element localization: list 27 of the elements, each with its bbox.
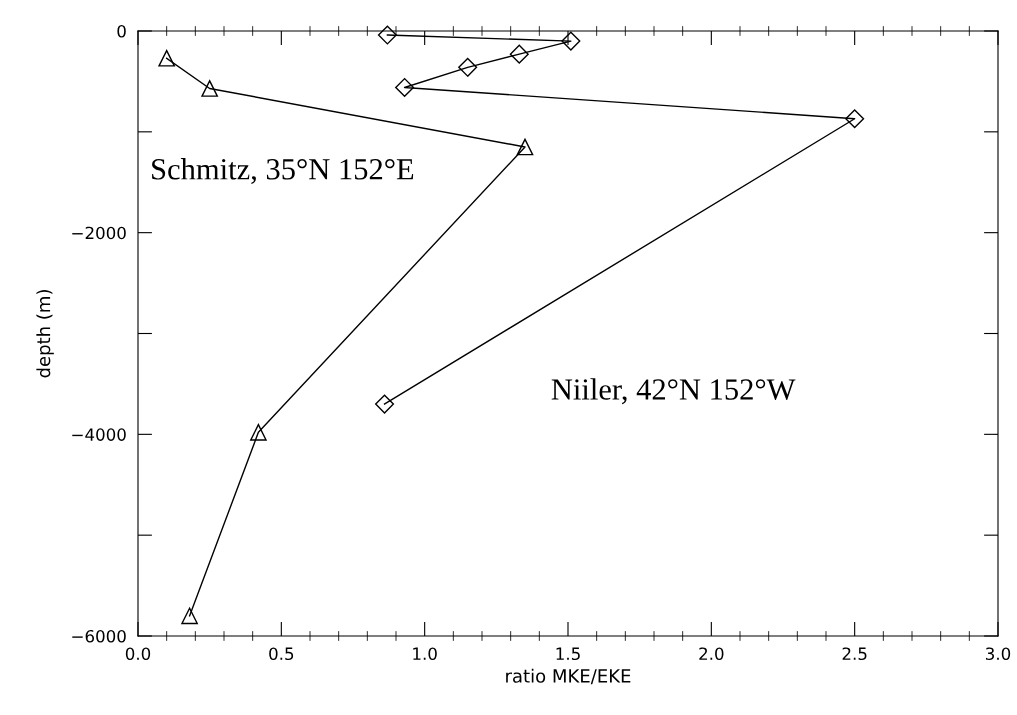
x-axis-title: ratio MKE/EKE — [506, 668, 631, 685]
text: Niiler, 42°N 152°W — [551, 378, 796, 405]
point — [845, 109, 865, 129]
series-label: Schmitz, 35°N 152°E — [152, 158, 414, 185]
y-axis-title: depth (m) — [36, 290, 54, 378]
x-tick-label: 0.5 — [269, 647, 294, 661]
point — [250, 423, 267, 441]
point — [181, 607, 198, 625]
x-tick-label: 2.0 — [699, 647, 724, 661]
y-tick-label: −4000 — [72, 428, 126, 441]
x-tick-label: 0.0 — [125, 647, 151, 661]
point — [509, 44, 529, 64]
point — [395, 77, 415, 98]
point — [374, 394, 395, 414]
x-tick-label: 3.0 — [986, 647, 1011, 661]
point — [458, 57, 478, 77]
x-tick-label: 2.5 — [842, 647, 867, 661]
point — [377, 25, 397, 45]
y-tick-label: −6000 — [72, 629, 126, 643]
point — [516, 138, 534, 156]
point — [158, 49, 176, 67]
x-tick-label: 1.0 — [413, 647, 437, 661]
x-tick-label: 1.5 — [556, 647, 580, 661]
point — [201, 80, 219, 97]
y-tick-label: −2000 — [72, 226, 126, 240]
y-tick-label: 0 — [117, 24, 126, 38]
point — [561, 31, 581, 51]
